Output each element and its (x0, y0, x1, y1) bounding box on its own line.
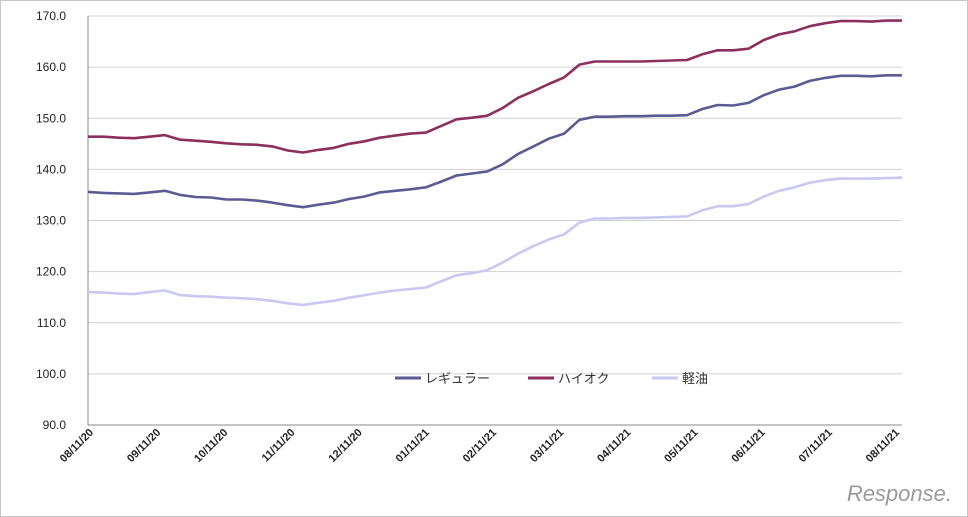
x-tick-label: 11/11/20 (260, 427, 298, 465)
legend-label-1: ハイオク (558, 371, 609, 386)
y-tick-label: 100.0 (36, 367, 66, 381)
x-tick-label: 08/11/20 (58, 427, 96, 465)
y-tick-label: 110.0 (37, 316, 66, 330)
x-tick-label: 02/11/21 (461, 427, 499, 465)
series-lines (87, 19, 903, 307)
y-axis-ticks: 170.0 160.0 150.0 140.0 130.0 120.0 110.0 100.0… (36, 9, 66, 432)
x-tick-label: 05/11/21 (662, 427, 700, 465)
series-line-1 (88, 19, 902, 154)
x-tick-label: 07/11/21 (797, 427, 835, 465)
y-tick-label: 90.0 (43, 418, 67, 432)
x-tick-label: 06/11/21 (729, 427, 767, 465)
y-tick-label: 130.0 (36, 214, 66, 228)
y-tick-label: 140.0 (36, 162, 66, 176)
x-tick-label: 01/11/21 (394, 427, 432, 465)
series-line-2 (87, 176, 903, 307)
x-tick-label: 04/11/21 (595, 427, 633, 465)
series-line-0 (87, 74, 902, 209)
x-tick-label: 09/11/20 (125, 427, 163, 465)
legend-label-0: レギュラー (425, 371, 490, 386)
watermark-logo: Response. (846, 481, 952, 506)
x-axis-ticks: 08/11/20 09/11/20 10/11/20 11/11/20 12/11/20… (58, 427, 902, 465)
x-tick-label: 08/11/21 (864, 427, 902, 465)
y-tick-label: 160.0 (36, 60, 66, 74)
x-tick-label: 12/11/20 (326, 427, 364, 465)
y-tick-label: 150.0 (36, 111, 66, 125)
y-tick-label: 170.0 (36, 9, 66, 23)
x-tick-label: 10/11/20 (192, 427, 230, 465)
legend: レギュラー ハイオク 軽油 (395, 371, 708, 386)
y-tick-label: 120.0 (36, 265, 66, 279)
legend-label-2: 軽油 (682, 371, 708, 386)
grid-lines (87, 15, 902, 426)
x-tick-label: 03/11/21 (528, 427, 566, 465)
